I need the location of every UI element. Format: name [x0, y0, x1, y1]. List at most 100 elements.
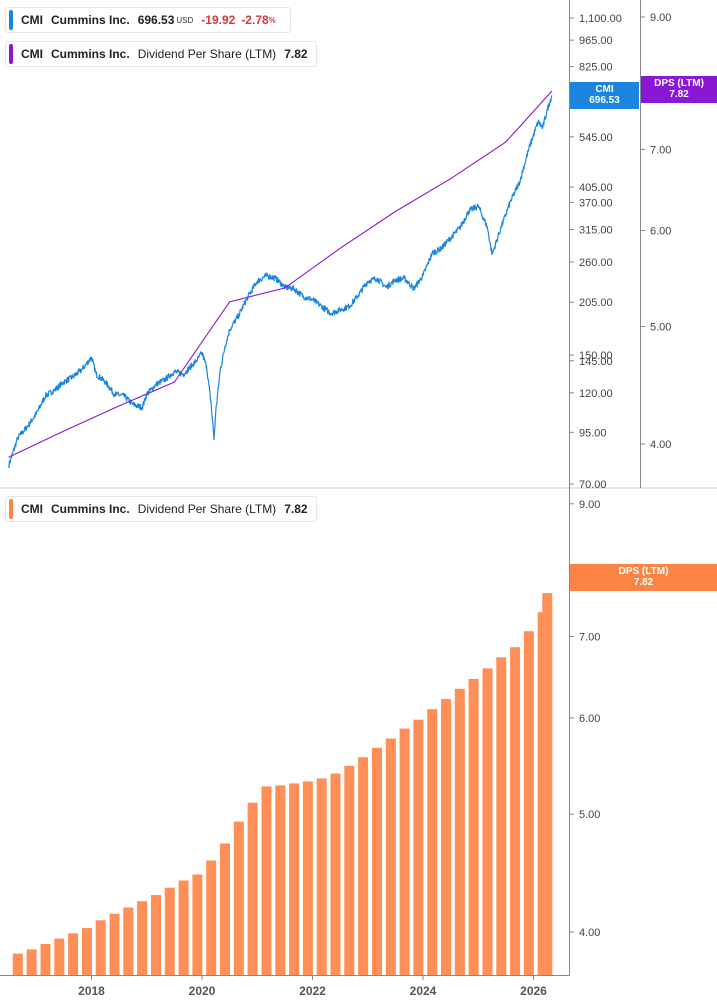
price-axis-label: 965.00 — [579, 35, 613, 47]
legend-dps-top[interactable]: CMI Cummins Inc. Dividend Per Share (LTM… — [5, 41, 317, 67]
time-axis-label: 2020 — [189, 984, 216, 998]
dps-bar — [385, 738, 396, 975]
dps-bar — [482, 668, 493, 975]
dps-top-tag-label: DPS (LTM) — [654, 78, 704, 89]
dps-bar — [261, 786, 272, 975]
dps-bar — [123, 907, 134, 975]
price-tag-value: 696.53 — [589, 95, 620, 106]
legend-price-value: 696.53 — [137, 13, 175, 27]
price-axis-label: 370.00 — [579, 197, 613, 209]
legend-price-company: Cummins Inc. — [51, 13, 130, 27]
price-axis-label: 145.00 — [579, 356, 613, 368]
time-axis-label: 2026 — [520, 984, 547, 998]
dps-top-tag-value: 7.82 — [669, 89, 689, 100]
dps-bar — [275, 785, 286, 975]
price-axis-label: 120.00 — [579, 388, 613, 400]
price-last-value-tag: CMI 696.53 — [570, 82, 639, 109]
dps-bar — [330, 773, 341, 975]
legend-dps-top-value: 7.82 — [284, 47, 308, 61]
legend-dps-bottom-swatch — [9, 499, 13, 519]
dps-bar — [40, 944, 51, 975]
legend-price[interactable]: CMI Cummins Inc. 696.53 USD -19.92 -2.78… — [5, 7, 291, 33]
dps-top-axis-label: 9.00 — [650, 12, 671, 24]
dps-bar — [289, 783, 300, 975]
dps-bar — [81, 928, 92, 975]
price-axis-label: 260.00 — [579, 257, 613, 269]
dps-bar — [247, 802, 258, 975]
dps-bottom-axis-label: 5.00 — [579, 809, 600, 821]
legend-price-change: -19.92 — [201, 13, 236, 27]
dps-bar — [151, 895, 161, 975]
dps-bar — [496, 657, 507, 975]
time-axis-label: 2022 — [299, 984, 326, 998]
price-axis-label: 70.00 — [579, 479, 607, 491]
price-axis-label: 1,100.00 — [579, 13, 622, 25]
dps-top-axis-label: 7.00 — [650, 144, 671, 156]
dps-bar — [542, 593, 553, 975]
dps-bar — [316, 778, 327, 975]
price-axis-label: 315.00 — [579, 225, 613, 237]
time-axis-label: 2024 — [410, 984, 437, 998]
dps-bar — [413, 719, 424, 975]
dps-bar — [164, 887, 175, 975]
dps-bar — [95, 920, 106, 975]
legend-dps-bottom-ticker: CMI — [21, 502, 43, 516]
dps-top-axis-label: 5.00 — [650, 322, 671, 334]
price-axis-label: 95.00 — [579, 427, 607, 439]
price-axis-label: 545.00 — [579, 132, 613, 144]
dps-bottom-tag-label: DPS (LTM) — [618, 566, 669, 577]
dps-bar — [302, 781, 313, 975]
dps-bar — [427, 709, 438, 975]
legend-dps-top-company: Cummins Inc. — [51, 47, 130, 61]
price-series-line — [8, 95, 553, 469]
time-axis-label: 2018 — [78, 984, 105, 998]
dps-bar — [109, 913, 120, 975]
dps-top-last-value-tag: DPS (LTM) 7.82 — [641, 76, 717, 103]
dps-bar — [399, 728, 410, 975]
dps-bottom-axis-label: 7.00 — [579, 631, 600, 643]
price-axis-label: 205.00 — [579, 297, 613, 309]
dps-bar — [454, 688, 465, 975]
legend-price-swatch — [9, 10, 13, 30]
dps-bar — [192, 874, 203, 975]
dps-bottom-last-value-tag: DPS (LTM) 7.82 — [570, 564, 717, 591]
dps-bar — [372, 747, 382, 975]
dps-bar — [510, 647, 521, 975]
dps-bar — [12, 953, 23, 975]
dps-bottom-axis-label: 4.00 — [579, 927, 600, 939]
dps-bar — [344, 765, 355, 975]
dps-bar — [233, 821, 244, 975]
dps-bar — [26, 949, 37, 975]
dps-bottom-axis-label: 6.00 — [579, 713, 600, 725]
legend-dps-bottom-value: 7.82 — [284, 502, 308, 516]
legend-dps-bottom-series: Dividend Per Share (LTM) — [137, 502, 277, 516]
legend-dps-bottom-company: Cummins Inc. — [51, 502, 130, 516]
dps-bar — [206, 860, 217, 975]
dps-bottom-tag-value: 7.82 — [633, 577, 654, 588]
price-tag-ticker: CMI — [595, 84, 614, 95]
dps-bar — [54, 938, 65, 975]
dps-bar — [441, 698, 451, 975]
legend-dps-top-swatch — [9, 44, 13, 64]
dps-bar — [220, 843, 230, 975]
dps-series-line — [8, 90, 553, 458]
dps-bar — [178, 880, 189, 975]
dps-bottom-axis-label: 9.00 — [579, 499, 600, 511]
legend-dps-top-series: Dividend Per Share (LTM) — [137, 47, 277, 61]
legend-price-currency: USD — [176, 15, 194, 25]
price-axis-label: 825.00 — [579, 62, 613, 74]
legend-dps-top-ticker: CMI — [21, 47, 43, 61]
price-axis-label: 405.00 — [579, 182, 613, 194]
dps-top-axis-label: 6.00 — [650, 225, 671, 237]
legend-price-change-pct: -2.78 — [241, 13, 269, 27]
price-axis-label: 150.00 — [579, 350, 613, 362]
legend-price-ticker: CMI — [21, 13, 43, 27]
legend-price-pct-sign: % — [268, 15, 276, 25]
dps-bar — [358, 757, 369, 975]
legend-dps-bottom[interactable]: CMI Cummins Inc. Dividend Per Share (LTM… — [5, 496, 317, 522]
dps-top-axis-label: 4.00 — [650, 439, 671, 451]
dps-bar — [68, 933, 79, 975]
dps-bar — [137, 901, 148, 975]
